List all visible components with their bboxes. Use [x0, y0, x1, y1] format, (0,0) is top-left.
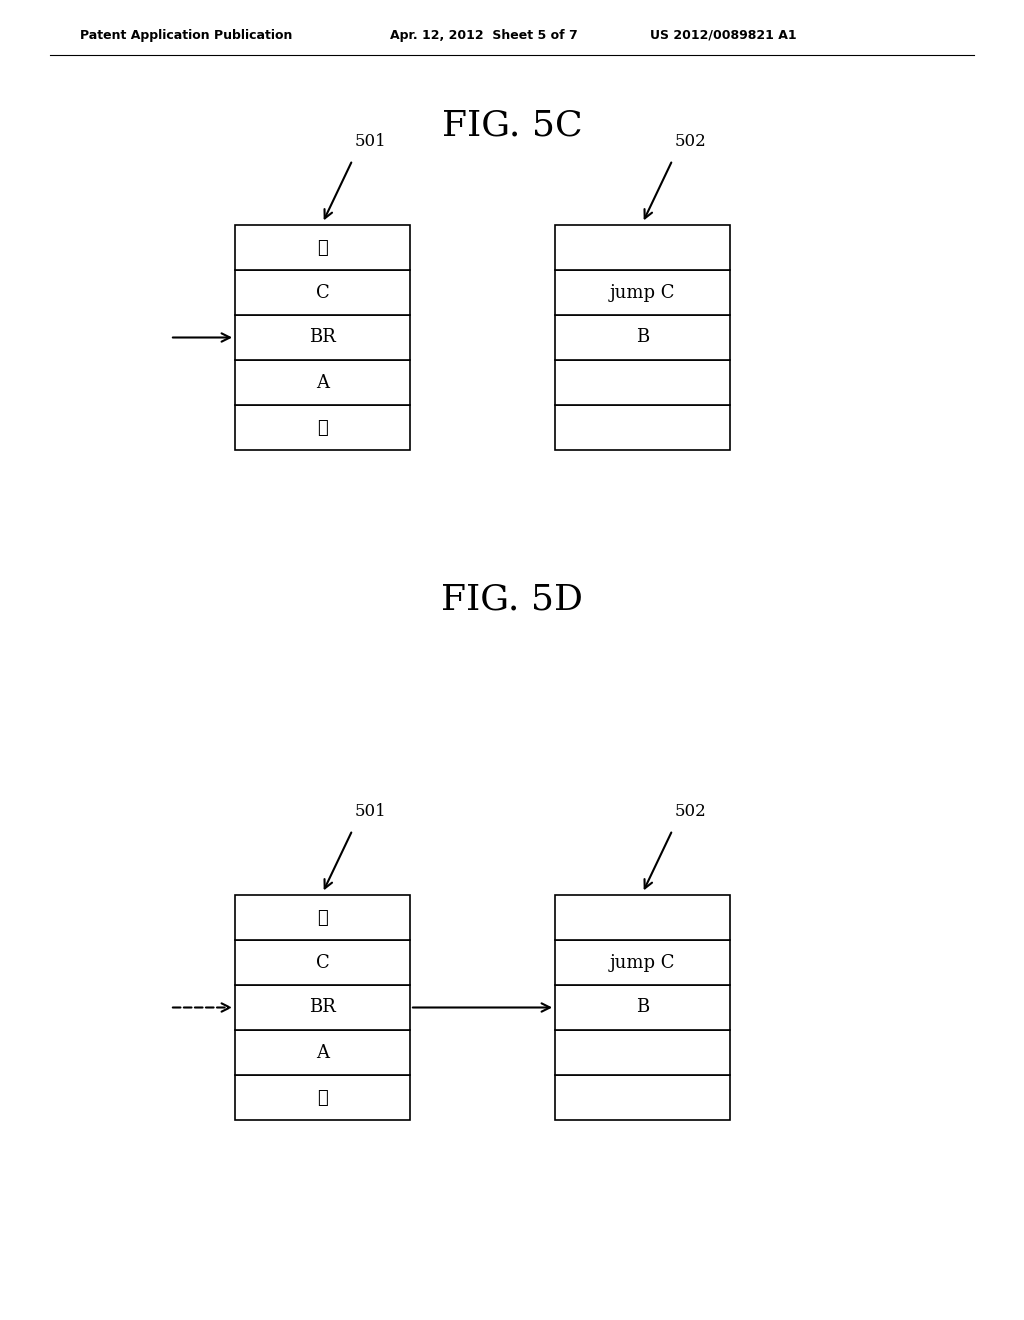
Text: ⋮: ⋮ — [317, 239, 328, 256]
Bar — [234, 940, 410, 985]
Text: 501: 501 — [354, 133, 386, 150]
Text: Apr. 12, 2012  Sheet 5 of 7: Apr. 12, 2012 Sheet 5 of 7 — [390, 29, 578, 41]
Bar — [555, 271, 730, 315]
Text: B: B — [636, 998, 649, 1016]
Text: 502: 502 — [675, 804, 707, 821]
Text: 502: 502 — [675, 133, 707, 150]
Text: FIG. 5D: FIG. 5D — [441, 583, 583, 616]
Text: 501: 501 — [354, 804, 386, 821]
Bar — [555, 1074, 730, 1119]
Bar — [555, 405, 730, 450]
Bar — [234, 985, 410, 1030]
Text: A: A — [316, 374, 329, 392]
Bar — [234, 271, 410, 315]
Bar — [555, 940, 730, 985]
Text: jump C: jump C — [609, 953, 675, 972]
Text: US 2012/0089821 A1: US 2012/0089821 A1 — [650, 29, 797, 41]
Text: BR: BR — [309, 998, 336, 1016]
Text: jump C: jump C — [609, 284, 675, 301]
Bar — [234, 224, 410, 271]
Bar — [555, 315, 730, 360]
Bar — [234, 315, 410, 360]
Text: BR: BR — [309, 329, 336, 346]
Text: C: C — [315, 953, 330, 972]
Bar — [555, 985, 730, 1030]
Bar — [234, 895, 410, 940]
Bar — [234, 405, 410, 450]
Bar — [555, 224, 730, 271]
Text: C: C — [315, 284, 330, 301]
Bar — [234, 1074, 410, 1119]
Bar — [555, 360, 730, 405]
Text: Patent Application Publication: Patent Application Publication — [80, 29, 293, 41]
Bar — [234, 360, 410, 405]
Text: FIG. 5C: FIG. 5C — [441, 108, 583, 143]
Bar — [555, 1030, 730, 1074]
Text: B: B — [636, 329, 649, 346]
Text: ⋮: ⋮ — [317, 418, 328, 437]
Text: A: A — [316, 1044, 329, 1061]
Text: ⋮: ⋮ — [317, 908, 328, 927]
Bar — [555, 895, 730, 940]
Bar — [234, 1030, 410, 1074]
Text: ⋮: ⋮ — [317, 1089, 328, 1106]
